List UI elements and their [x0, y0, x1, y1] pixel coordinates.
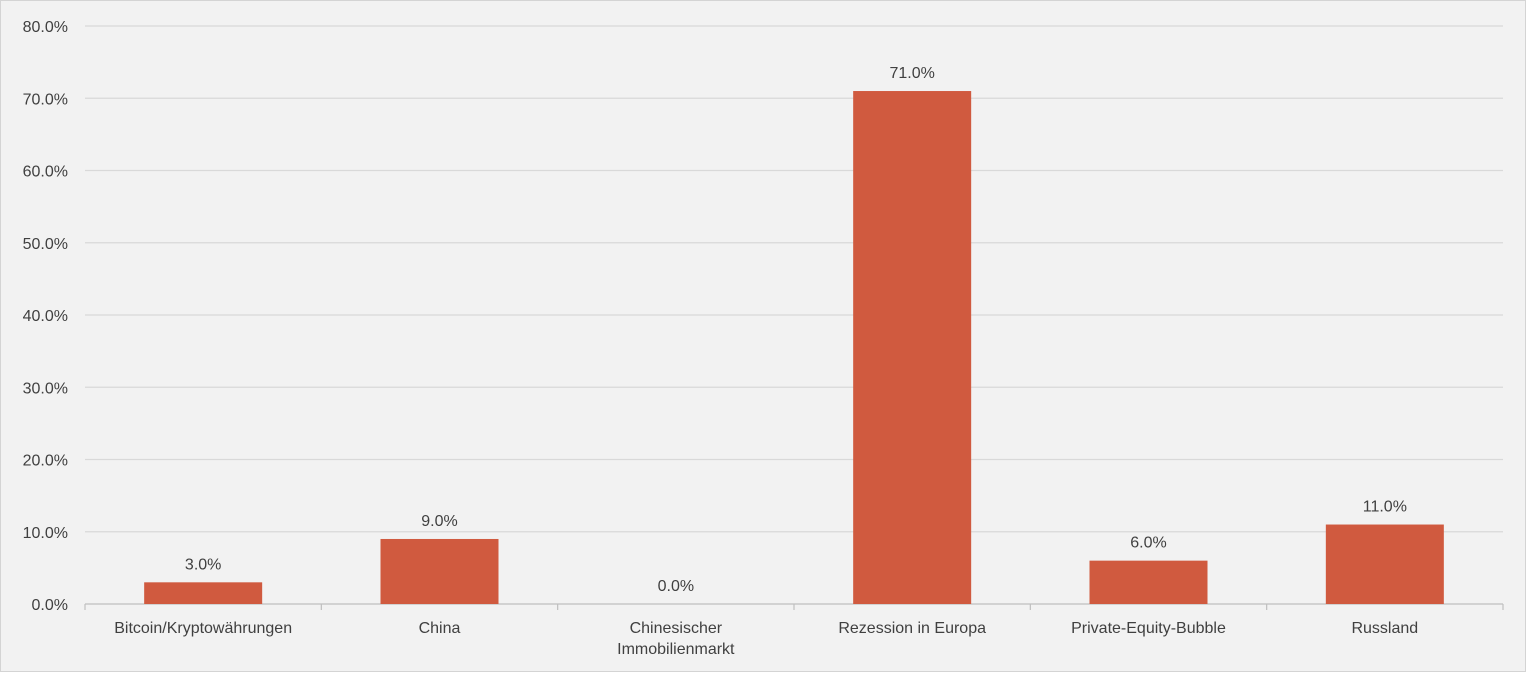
data-label: 0.0% [658, 578, 694, 595]
data-label: 9.0% [421, 513, 457, 530]
data-label: 71.0% [889, 65, 934, 82]
bar [1089, 560, 1208, 604]
x-category-label: Rezession in Europa [838, 620, 986, 637]
x-category-label: Russland [1351, 620, 1418, 637]
y-tick-label: 20.0% [23, 453, 68, 470]
y-tick-label: 30.0% [23, 380, 68, 397]
y-tick-label: 60.0% [23, 164, 68, 181]
x-category-label: Bitcoin/Kryptowährungen [114, 620, 292, 637]
x-category-label: Chinesischer [630, 620, 723, 637]
y-tick-label: 80.0% [23, 19, 68, 36]
bar [144, 582, 263, 604]
data-label: 6.0% [1130, 535, 1166, 552]
y-tick-label: 70.0% [23, 91, 68, 108]
bar [380, 538, 499, 604]
data-label: 11.0% [1363, 499, 1407, 516]
x-category-label: Immobilienmarkt [617, 641, 735, 658]
bar [1325, 524, 1444, 604]
x-category-label: China [419, 620, 461, 637]
y-tick-label: 10.0% [23, 525, 68, 542]
y-tick-label: 0.0% [32, 597, 68, 614]
x-category-label: Private-Equity-Bubble [1071, 620, 1226, 637]
y-tick-label: 40.0% [23, 308, 68, 325]
y-tick-label: 50.0% [23, 236, 68, 253]
bar [853, 91, 972, 604]
data-label: 3.0% [185, 556, 221, 573]
